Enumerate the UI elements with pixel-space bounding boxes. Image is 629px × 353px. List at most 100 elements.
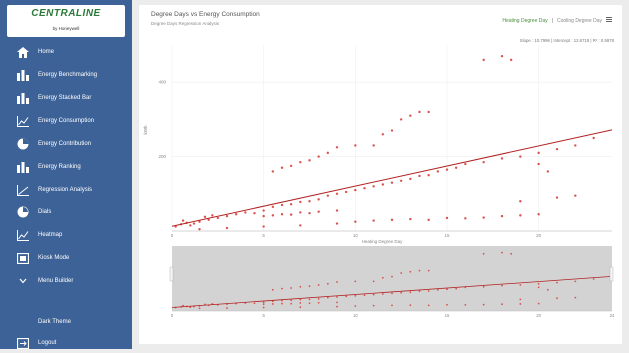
regression-icon [16, 184, 30, 196]
data-point [354, 144, 357, 147]
data-point [363, 187, 366, 190]
navigator-tick-label: 0 [171, 313, 174, 318]
navigator-point [391, 304, 393, 307]
navigator-point [189, 306, 192, 309]
sidebar-item-label: Dark Theme [38, 319, 71, 325]
sidebar-item-logout[interactable]: Logout [0, 333, 132, 353]
data-point [390, 129, 394, 132]
navigator-point [446, 288, 448, 291]
navigator-point [546, 288, 549, 291]
data-point [280, 166, 284, 169]
sidebar-item-energy-consumption[interactable]: Energy Consumption [0, 111, 132, 131]
sidebar-item-energy-contribution[interactable]: Energy Contribution [0, 134, 132, 154]
data-point [299, 200, 302, 204]
data-point [519, 200, 522, 203]
sidebar-item-label: Home [38, 49, 55, 55]
sidebar-item-energy-stacked-bar[interactable]: Energy Stacked Bar [0, 88, 132, 108]
data-point [244, 211, 247, 214]
data-point [271, 170, 275, 173]
navigator-point [308, 298, 311, 301]
data-point [574, 144, 577, 147]
navigator-point [574, 296, 577, 299]
menu-icon[interactable] [606, 17, 612, 24]
navigator-point [400, 272, 403, 274]
legend-separator: | [551, 17, 553, 24]
navigator-point [519, 284, 522, 286]
navigator-point [482, 285, 485, 288]
chart-panel: Degree Days vs Energy Consumption Degree… [139, 5, 622, 344]
grid [171, 45, 612, 231]
data-point [500, 157, 504, 160]
data-point [409, 217, 412, 221]
data-point [216, 216, 220, 220]
navigator-handle-left[interactable] [169, 266, 174, 282]
sidebar-item-label: Energy Ranking [38, 164, 81, 170]
data-point [317, 155, 320, 158]
data-point [189, 224, 192, 227]
data-point [335, 146, 339, 149]
chevron-down-icon [16, 275, 30, 287]
navigator-point [381, 276, 384, 279]
navigator-tick-label: 5 [262, 313, 265, 318]
navigator[interactable] [169, 246, 614, 312]
sidebar-item-regression-analysis[interactable]: Regression Analysis [0, 180, 132, 200]
data-point [308, 211, 311, 215]
sidebar-item-label: Dials [38, 209, 52, 215]
legend-cooling-degree-day[interactable]: Cooling Degree Day [556, 17, 602, 24]
navigator-point [226, 307, 228, 309]
navigator-point [354, 305, 357, 307]
sidebar-item-menu-builder[interactable]: Menu Builder [0, 271, 132, 291]
data-point [445, 216, 449, 220]
regression-line [171, 129, 613, 227]
data-point [308, 200, 311, 203]
regression-stats: Slope : 10.7996 | Intercept : 12.6718 | … [519, 38, 614, 43]
data-point [181, 219, 185, 222]
data-point [500, 54, 504, 58]
data-point [409, 177, 412, 181]
data-point [454, 166, 458, 169]
navigator-point [537, 282, 540, 285]
sidebar-item-heatmap[interactable]: Heatmap [0, 225, 132, 245]
navigator-point [336, 296, 338, 298]
navigator-point [592, 278, 595, 280]
data-point [574, 194, 577, 197]
navigator-point [446, 303, 448, 306]
app-logo[interactable]: CENTRALINE by Honeywell [7, 5, 125, 37]
navigator-tick-label: 24 [610, 313, 615, 318]
sidebar-item-label: Heatmap [38, 232, 63, 238]
sidebar-item-energy-benchmarking[interactable]: Energy Benchmarking [0, 65, 132, 85]
pie-chart-icon [16, 138, 30, 150]
data-point [537, 151, 540, 155]
navigator-point [271, 303, 274, 305]
data-point [546, 170, 550, 173]
sidebar-item-dials[interactable]: Dials [0, 202, 132, 222]
sidebar-item-dark-theme[interactable]: Dark Theme [0, 312, 132, 332]
data-point [289, 203, 293, 206]
line-chart-icon [16, 115, 30, 127]
sidebar-item-home[interactable]: Home [0, 42, 132, 62]
logo-subtext: by Honeywell [52, 26, 80, 31]
navigator-point [326, 296, 329, 299]
data-point [299, 224, 302, 227]
navigator-tick-labels: 0 5 10 15 20 24 [171, 313, 615, 318]
navigator-point [372, 304, 375, 307]
sidebar-item-label: Logout [38, 340, 57, 346]
data-point [198, 227, 201, 231]
data-point [280, 203, 284, 207]
navigator-point [418, 290, 421, 293]
navigator-point [409, 304, 412, 307]
sidebar-item-label: Menu Builder [38, 278, 74, 284]
legend-heating-degree-day[interactable]: Heating Degree Day [502, 17, 548, 24]
data-point [271, 205, 275, 209]
navigator-handle-right[interactable] [609, 266, 614, 282]
navigator-point [372, 293, 375, 296]
data-point [482, 216, 485, 219]
data-point [262, 214, 265, 218]
sidebar-item-energy-ranking[interactable]: Energy Ranking [0, 157, 132, 177]
data-point [262, 209, 265, 212]
data-point [464, 217, 467, 220]
sidebar-item-kiosk-mode[interactable]: Kiosk Mode [0, 248, 132, 268]
x-tick-label: 15 [444, 233, 450, 238]
navigator-point [281, 302, 283, 305]
